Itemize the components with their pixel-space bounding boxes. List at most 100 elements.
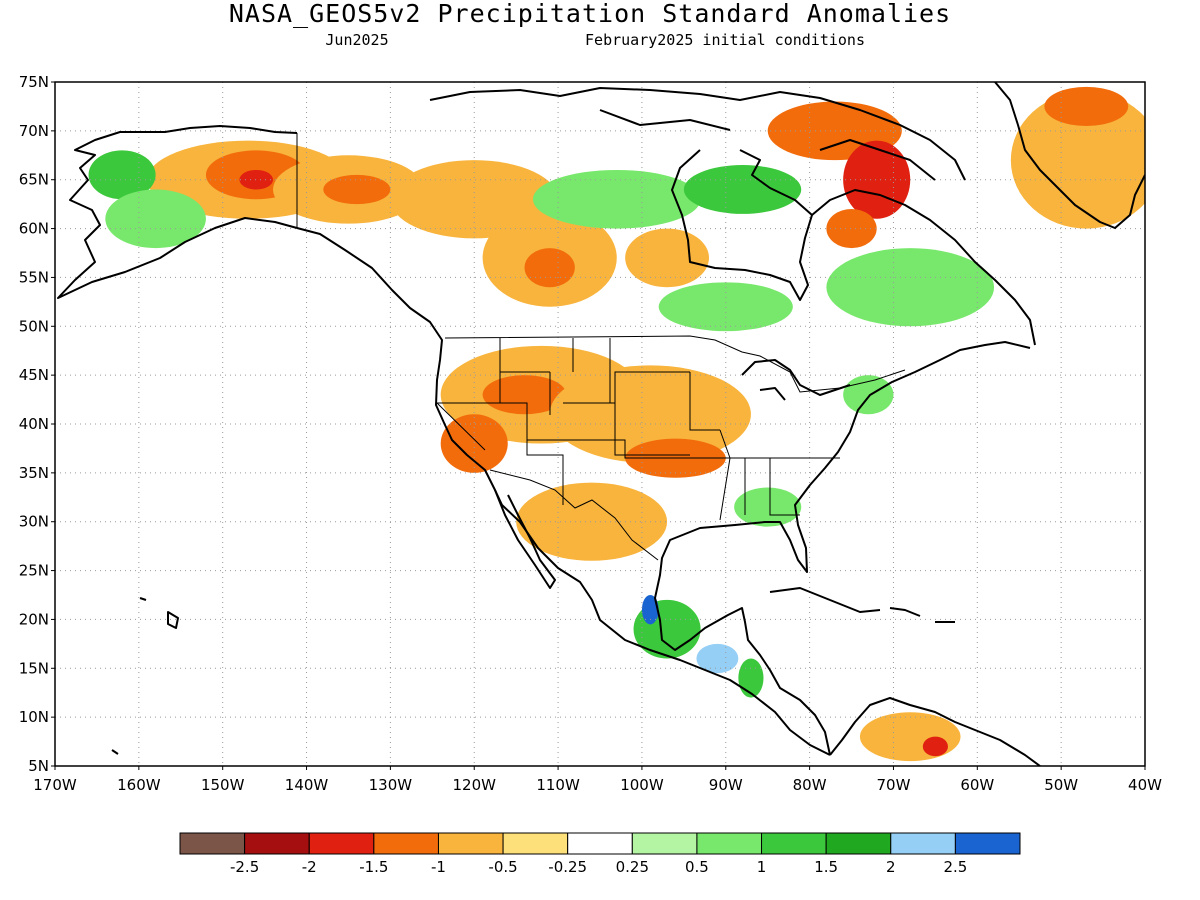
colorbar-swatch xyxy=(179,832,246,855)
colorbar-swatch xyxy=(761,832,827,855)
lon-tick-label: 50W xyxy=(1044,776,1078,794)
lat-tick-label: 10N xyxy=(19,708,49,726)
lon-tick-label: 100W xyxy=(620,776,664,794)
colorbar-label: -1 xyxy=(431,858,446,876)
lon-tick-label: 40W xyxy=(1128,776,1162,794)
great-lakes-coastline xyxy=(741,359,851,401)
colorbar-label: -2 xyxy=(302,858,317,876)
colorbar-swatch xyxy=(373,832,439,855)
arctic-islands-coastline xyxy=(429,87,966,181)
colorbar-label: -0.25 xyxy=(548,858,587,876)
lat-tick-label: 75N xyxy=(19,73,49,91)
us-mexico-border xyxy=(489,469,659,561)
anomaly-patch xyxy=(859,712,961,762)
hawaii-coastline xyxy=(111,597,179,755)
lon-tick-label: 150W xyxy=(201,776,245,794)
map-area xyxy=(55,82,1145,766)
anomaly-patch xyxy=(683,165,802,214)
anomaly-patch xyxy=(516,482,668,561)
lon-tick-label: 110W xyxy=(536,776,580,794)
lat-tick-label: 15N xyxy=(19,659,49,677)
anomaly-patch xyxy=(105,189,206,249)
colorbar-swatch xyxy=(502,832,569,855)
anomaly-patch xyxy=(922,736,948,757)
colorbar-label: -0.5 xyxy=(488,858,517,876)
lon-tick-label: 60W xyxy=(960,776,994,794)
anomaly-patch xyxy=(549,365,751,464)
anomaly-patch xyxy=(1044,86,1129,126)
lon-tick-label: 130W xyxy=(369,776,413,794)
state-borders xyxy=(436,338,840,521)
colorbar-swatch xyxy=(244,832,310,855)
colorbar-label: -2.5 xyxy=(230,858,259,876)
anomaly-patch xyxy=(734,487,802,527)
anomaly-patch xyxy=(625,228,709,288)
baja-coastline xyxy=(494,489,556,589)
colorbar-swatch xyxy=(567,832,633,855)
colorbar-swatch xyxy=(825,832,892,855)
colorbar-label: -1.5 xyxy=(359,858,388,876)
hudson-bay-coastline xyxy=(671,149,813,301)
colorbar: -2.5 -2 -1.5 -1 -0.5 -0.25 0.25 0.5 1 1.5 2 2.5 xyxy=(179,832,1021,876)
lat-tick-label: 50N xyxy=(19,317,49,335)
colorbar-swatch xyxy=(890,832,956,855)
lon-tick-label: 120W xyxy=(452,776,496,794)
forecast-month: Jun2025 xyxy=(325,31,388,49)
map-title: NASA_GEOS5v2 Precipitation Standard Anom… xyxy=(229,0,951,28)
anomaly-patch xyxy=(524,248,575,288)
lat-tick-label: 55N xyxy=(19,268,49,286)
anomaly-patch xyxy=(323,174,391,205)
colorbar-label: 1.5 xyxy=(814,858,838,876)
colorbar-swatch xyxy=(631,832,698,855)
colorbar-swatch xyxy=(437,832,504,855)
caribbean-coastline xyxy=(769,587,955,623)
labrador-coastline xyxy=(811,189,1036,346)
lon-tick-label: 160W xyxy=(117,776,161,794)
lat-tick-label: 20N xyxy=(19,610,49,628)
colorbar-label: 0.5 xyxy=(685,858,709,876)
anomaly-patch xyxy=(532,169,701,229)
anomaly-patch xyxy=(641,595,659,625)
lon-tick-label: 170W xyxy=(33,776,77,794)
lat-tick-label: 35N xyxy=(19,464,49,482)
colorbar-swatch xyxy=(954,832,1021,855)
alaska-coastline xyxy=(57,125,298,299)
anomaly-patch xyxy=(482,375,567,415)
lat-tick-label: 70N xyxy=(19,122,49,140)
anomaly-patch xyxy=(239,169,273,190)
anomaly-patch xyxy=(826,248,995,327)
south-america-coastline xyxy=(829,697,1041,766)
colorbar-label: 2 xyxy=(886,858,896,876)
longitude-axis: 170W 160W 150W 140W 130W 120W 110W 100W 90W 80W 70… xyxy=(33,766,1162,794)
gulf-coastline xyxy=(654,341,1031,756)
lat-tick-label: 65N xyxy=(19,171,49,189)
coastlines xyxy=(57,82,1145,766)
initial-conditions-label: February2025 initial conditions xyxy=(585,31,865,49)
colorbar-label: 0.25 xyxy=(616,858,649,876)
lon-tick-label: 70W xyxy=(877,776,911,794)
anomaly-patch xyxy=(696,643,739,674)
colorbar-label: 1 xyxy=(757,858,767,876)
colorbar-swatch xyxy=(696,832,763,855)
latitude-axis: 75N 70N 65N 60N 55N 50N 45N 40N 35N 30N 25N 20N 15N 1… xyxy=(19,73,55,775)
lat-tick-label: 60N xyxy=(19,220,49,238)
lat-tick-label: 5N xyxy=(28,757,49,775)
lon-tick-label: 80W xyxy=(793,776,827,794)
anomaly-patch xyxy=(843,375,894,415)
anomaly-patch xyxy=(826,209,877,249)
lon-tick-label: 90W xyxy=(709,776,743,794)
anomaly-patch xyxy=(440,414,508,473)
lat-tick-label: 45N xyxy=(19,366,49,384)
political-borders xyxy=(296,133,906,561)
colorbar-label: 2.5 xyxy=(943,858,967,876)
colorbar-swatch xyxy=(308,832,375,855)
lon-tick-label: 140W xyxy=(285,776,329,794)
anomaly-patch xyxy=(843,140,911,219)
anomaly-shading xyxy=(88,86,1145,762)
anomaly-patch xyxy=(1010,91,1145,229)
lat-tick-label: 30N xyxy=(19,513,49,531)
anomaly-patch xyxy=(658,282,793,332)
lat-tick-label: 25N xyxy=(19,562,49,580)
lat-tick-label: 40N xyxy=(19,415,49,433)
